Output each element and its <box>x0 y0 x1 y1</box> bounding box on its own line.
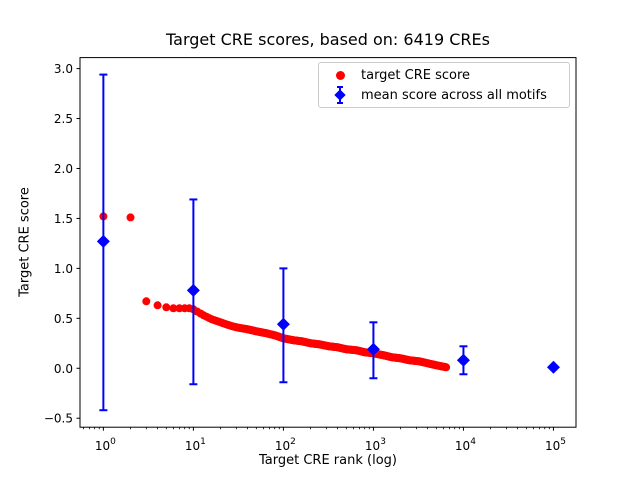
legend-label-mean-score: mean score across all motifs <box>361 87 547 103</box>
y-tick-label: 3.0 <box>54 62 73 76</box>
x-tick-label: 103 <box>365 437 386 453</box>
legend-marker-cell <box>319 70 361 80</box>
chart-title: Target CRE scores, based on: 6419 CREs <box>166 30 490 49</box>
error-bar <box>186 198 200 386</box>
x-tick-label: 104 <box>455 437 476 453</box>
y-tick-label: 2.5 <box>54 112 73 126</box>
x-tick-label: 100 <box>95 437 116 453</box>
x-axis-label: Target CRE rank (log) <box>259 453 397 468</box>
series-mean-score <box>96 73 560 412</box>
axes-frame <box>79 57 577 428</box>
legend-marker-cell <box>319 86 361 104</box>
x-tick-label: 105 <box>545 437 566 453</box>
error-bar <box>546 360 560 374</box>
x-tick-label: 102 <box>275 437 296 453</box>
error-bar <box>366 321 380 380</box>
y-tick-label: 1.5 <box>54 212 73 226</box>
y-axis-label: Target CRE score <box>17 187 33 297</box>
legend: target CRE score mean score across all m… <box>318 62 570 108</box>
legend-entry-target-cre-score: target CRE score <box>319 65 569 85</box>
error-bar <box>96 73 110 412</box>
legend-label-target-cre-score: target CRE score <box>361 67 471 83</box>
error-bar <box>456 345 470 376</box>
mean-diamond-point <box>366 342 380 356</box>
y-axis: −0.5 0.0 0.5 1.0 1.5 2.0 2.5 3.0 <box>44 62 80 426</box>
red-circle-marker-icon <box>335 70 345 80</box>
mean-diamond-point <box>456 353 470 367</box>
mean-diamond-point <box>546 360 560 374</box>
mean-diamond-point <box>186 283 200 297</box>
series-target-cre-score <box>99 212 451 372</box>
x-tick-label: 101 <box>185 437 206 453</box>
data-point <box>169 304 178 313</box>
y-tick-label: 0.5 <box>54 312 73 326</box>
y-tick-label: −0.5 <box>44 412 73 426</box>
y-tick-label: 2.0 <box>54 162 73 176</box>
y-tick-label: 1.0 <box>54 262 73 276</box>
data-point <box>153 301 162 310</box>
y-tick-label: 0.0 <box>54 362 73 376</box>
x-axis: 100 101 102 103 104 105 <box>83 427 566 453</box>
mean-diamond-point <box>276 317 290 331</box>
mean-diamond-point <box>96 234 110 248</box>
data-point <box>142 297 151 306</box>
data-point <box>442 363 451 372</box>
data-point <box>162 303 171 312</box>
data-point <box>126 213 135 222</box>
legend-entry-mean-score: mean score across all motifs <box>319 85 569 105</box>
blue-diamond-errorbar-icon <box>333 86 347 104</box>
error-bar <box>276 267 290 384</box>
